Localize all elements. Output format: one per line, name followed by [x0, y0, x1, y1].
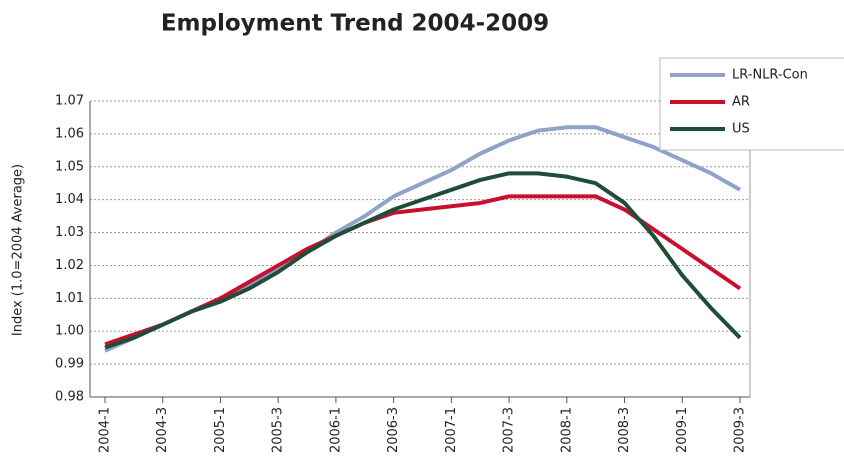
series-line: [104, 125, 741, 353]
series-line: [104, 194, 742, 347]
x-tick-label: 2004-3: [155, 407, 170, 453]
y-tick-label: 1.01: [55, 291, 84, 306]
y-tick-label: 1.00: [55, 324, 84, 339]
legend-label: AR: [732, 95, 750, 110]
y-tick-label: 1.05: [55, 159, 84, 174]
y-tick-label: 0.98: [55, 390, 84, 405]
x-tick-label: 2009-1: [675, 407, 690, 453]
y-tick-label: 0.99: [55, 357, 84, 372]
legend-label: LR-NLR-Con: [732, 68, 808, 83]
chart-title: Employment Trend 2004-2009: [161, 11, 549, 37]
x-tick-label: 2005-3: [271, 407, 286, 453]
series-line: [104, 171, 742, 350]
x-tick-label: 2007-3: [502, 407, 517, 453]
x-tick-label: 2008-3: [617, 407, 632, 453]
y-tick-label: 1.06: [55, 126, 84, 141]
x-tick-label: 2005-1: [213, 407, 228, 453]
x-tick-label: 2008-1: [559, 407, 574, 453]
y-tick-label: 1.02: [55, 258, 84, 273]
y-tick-label: 1.07: [55, 94, 84, 109]
y-axis-label: Index (1.0=2004 Average): [11, 164, 26, 336]
y-tick-label: 1.03: [55, 225, 84, 240]
x-tick-label: 2004-1: [98, 407, 113, 453]
legend-label: US: [732, 122, 750, 137]
x-tick-label: 2006-1: [328, 407, 343, 453]
y-tick-label: 1.04: [55, 192, 84, 207]
x-tick-label: 2006-3: [386, 407, 401, 453]
x-tick-label: 2007-1: [444, 407, 459, 453]
x-tick-label: 2009-3: [733, 407, 748, 453]
